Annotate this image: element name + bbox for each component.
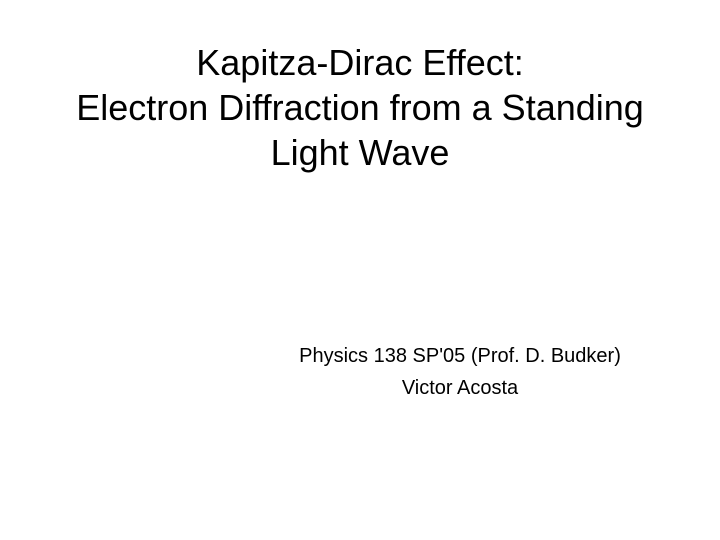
slide-container: Kapitza-Dirac Effect: Electron Diffracti…: [0, 0, 720, 540]
course-info: Physics 138 SP'05 (Prof. D. Budker): [200, 340, 720, 372]
author-name: Victor Acosta: [200, 372, 720, 404]
title-line-3: Light Wave: [50, 130, 670, 175]
subtitle-block: Physics 138 SP'05 (Prof. D. Budker) Vict…: [0, 340, 720, 404]
title-block: Kapitza-Dirac Effect: Electron Diffracti…: [50, 40, 670, 175]
title-line-1: Kapitza-Dirac Effect:: [50, 40, 670, 85]
title-line-2: Electron Diffraction from a Standing: [50, 85, 670, 130]
